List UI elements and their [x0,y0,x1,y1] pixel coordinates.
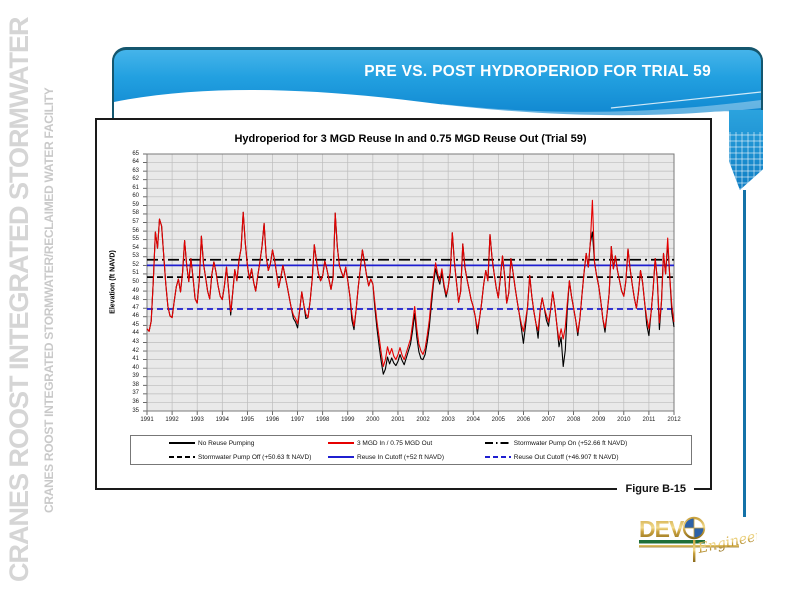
legend-label: Stormwater Pump Off (+50.63 ft NAVD) [198,453,312,461]
y-tick-label: 47 [132,304,139,311]
chart-frame: Hydroperiod for 3 MGD Reuse In and 0.75 … [95,118,712,496]
x-tick-label: 1992 [165,417,179,423]
x-tick-label: 1996 [265,417,280,423]
legend-marker-solid [169,442,195,444]
y-tick-label: 63 [132,167,139,174]
x-tick-label: 1995 [240,417,255,423]
logo-green-bar [639,540,705,544]
chart-title: Hydroperiod for 3 MGD Reuse In and 0.75 … [234,133,587,145]
banner-wave-decoration [114,89,761,119]
y-tick-label: 65 [132,150,139,157]
legend-item: No Reuse Pumping [131,439,327,447]
y-tick-label: 52 [132,261,139,268]
y-tick-label: 51 [132,270,139,277]
logo-gold-bar [639,545,739,548]
x-tick-label: 1991 [140,417,154,423]
y-tick-label: 55 [132,236,139,243]
x-tick-label: 2002 [416,417,430,423]
y-tick-label: 61 [132,184,139,191]
right-ribbon-decoration [729,110,763,190]
ribbon-checker-pattern [729,132,763,190]
header-banner: PRE VS. POST HYDROPERIOD FOR TRIAL 59 [112,47,763,119]
y-tick-label: 60 [132,193,139,200]
legend-item: Stormwater Pump On (+52.66 ft NAVD) [484,439,691,447]
y-tick-label: 54 [132,244,139,251]
legend-item: Reuse Out Cutoff (+46.907 ft NAVD) [484,453,691,461]
x-tick-label: 2008 [566,417,581,423]
x-tick-label: 2011 [642,417,656,423]
x-tick-label: 1998 [315,417,330,423]
legend-label: Stormwater Pump On (+52.66 ft NAVD) [513,439,628,447]
y-tick-label: 57 [132,219,139,226]
legend-item: 3 MGD In / 0.75 MGD Out [327,439,484,447]
legend-marker-solid [328,456,354,458]
y-tick-label: 64 [132,159,139,166]
legend-marker-dash-dot [484,442,511,444]
y-tick-label: 53 [132,253,139,260]
x-tick-label: 2005 [491,417,506,423]
legend-label: No Reuse Pumping [198,439,255,447]
x-tick-label: 2010 [617,417,631,423]
legend-marker-dashed [484,456,511,458]
x-tick-label: 2003 [441,417,455,423]
legend-marker-dashed [169,456,195,458]
y-tick-label: 42 [132,347,139,354]
y-tick-label: 37 [132,390,139,397]
plot-svg [143,153,675,415]
globe-icon [682,516,706,540]
x-tick-label: 2004 [466,417,480,423]
y-tick-label: 58 [132,210,139,217]
y-tick-label: 43 [132,338,139,345]
figure-caption: Figure B-15 [617,483,694,496]
legend-label: Reuse In Cutoff (+52 ft NAVD) [357,453,445,461]
legend-item: Stormwater Pump Off (+50.63 ft NAVD) [131,453,327,461]
y-tick-label: 56 [132,227,139,234]
x-tick-label: 2009 [592,417,606,423]
x-tick-label: 1999 [341,417,355,423]
x-tick-label: 2001 [391,417,405,423]
x-tick-label: 2000 [366,417,380,423]
y-tick-label: 39 [132,373,139,380]
x-tick-label: 2007 [541,417,556,423]
y-tick-label: 49 [132,287,139,294]
right-vertical-rule [743,190,746,517]
legend-marker-solid [328,442,354,444]
y-tick-label: 46 [132,313,139,320]
y-tick-label: 40 [132,364,139,371]
y-tick-label: 45 [132,321,139,328]
x-tick-label: 1997 [290,417,305,423]
y-tick-label: 44 [132,330,139,337]
devo-engineering-logo: DEV Engineering [639,516,757,562]
y-tick-label: 41 [132,356,139,363]
legend-label: Reuse Out Cutoff (+46.907 ft NAVD) [513,453,619,461]
y-tick-label: 38 [132,381,139,388]
y-tick-label: 62 [132,176,139,183]
y-tick-label: 35 [132,407,139,414]
x-tick-label: 2012 [667,417,681,423]
y-tick-label: 50 [132,279,139,285]
x-tick-label: 2006 [516,417,531,423]
logo-text: DEV [639,516,685,542]
series-line-3-mgd-in-0-75-mgd-out [146,199,675,368]
y-tick-label: 48 [132,296,139,303]
sidebar-title-large: CRANES ROOST INTEGRATED STORMWATER [4,17,34,583]
legend-label: 3 MGD In / 0.75 MGD Out [357,439,433,447]
sidebar-title-small: CRANES ROOST INTEGRATED STORMWATER/RECLA… [42,87,56,513]
y-tick-label: 36 [132,398,139,405]
logo-gold-vertical [693,540,696,562]
x-tick-label: 1994 [215,417,229,423]
y-tick-label: 59 [132,201,139,208]
plot-border [146,153,675,412]
page-title: PRE VS. POST HYDROPERIOD FOR TRIAL 59 [364,63,711,80]
chart-legend: No Reuse Pumping 3 MGD In / 0.75 MGD Out S… [130,435,692,465]
x-tick-label: 1993 [190,417,204,423]
legend-item: Reuse In Cutoff (+52 ft NAVD) [327,453,484,461]
